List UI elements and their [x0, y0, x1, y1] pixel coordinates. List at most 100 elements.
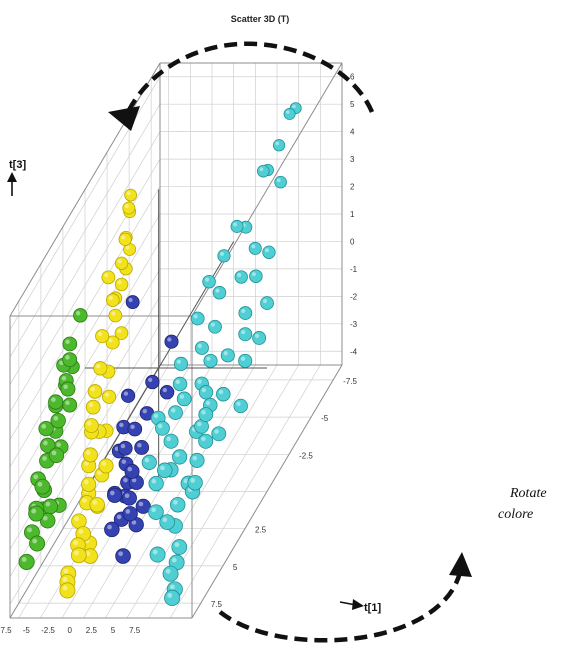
point-highlight	[215, 288, 220, 293]
x-axis-label: t[1]	[364, 602, 381, 614]
point-highlight	[42, 515, 48, 521]
point-highlight	[251, 272, 256, 277]
point-highlight	[116, 514, 122, 520]
y-tick-label: -7.5	[343, 377, 357, 386]
point-highlight	[131, 477, 137, 483]
point-highlight	[262, 298, 268, 304]
data-point	[233, 398, 248, 414]
point-highlight	[171, 408, 176, 413]
point-highlight	[78, 529, 84, 534]
data-point	[117, 440, 133, 456]
point-ball	[115, 548, 131, 564]
point-ball	[59, 582, 76, 599]
point-ball	[34, 478, 51, 495]
box-edge	[9, 62, 161, 317]
point-highlight	[107, 524, 112, 530]
point-highlight	[123, 391, 129, 396]
x-tick-label: 2.5	[86, 626, 98, 635]
data-points	[18, 102, 302, 606]
data-point	[248, 241, 262, 255]
point-ball	[172, 376, 188, 392]
point-highlight	[286, 110, 290, 114]
point-ball	[121, 490, 137, 506]
point-ball	[176, 391, 192, 407]
point-highlight	[88, 402, 94, 408]
point-highlight	[292, 104, 296, 109]
data-point	[163, 433, 179, 449]
point-ball	[82, 447, 98, 463]
data-point	[172, 449, 188, 465]
data-point	[141, 454, 157, 470]
point-ball	[155, 420, 170, 436]
data-point	[162, 565, 179, 582]
x-tick-label: 0	[67, 626, 72, 635]
z-tick-label: -4	[350, 347, 358, 356]
z-axis-label: t[3]	[9, 159, 26, 171]
point-ball	[217, 249, 231, 263]
point-highlight	[275, 141, 280, 146]
data-point	[62, 397, 78, 413]
point-ball	[162, 565, 179, 582]
point-ball	[252, 331, 267, 345]
data-point	[257, 164, 270, 178]
point-highlight	[85, 450, 91, 455]
point-highlight	[214, 429, 219, 434]
z-tick-label: -1	[350, 265, 358, 274]
point-ball	[220, 348, 235, 363]
point-highlight	[84, 479, 89, 485]
point-ball	[272, 139, 286, 152]
point-ball	[62, 397, 78, 413]
data-point	[249, 269, 263, 283]
data-point	[272, 139, 286, 152]
data-point	[105, 293, 120, 307]
point-ball	[164, 334, 179, 349]
point-ball	[18, 553, 35, 570]
data-point	[234, 270, 248, 284]
data-point	[42, 498, 59, 515]
point-highlight	[183, 478, 189, 484]
point-highlight	[51, 450, 57, 456]
z-tick-label: 0	[350, 237, 355, 246]
point-highlight	[218, 389, 224, 395]
point-highlight	[65, 400, 70, 406]
data-point	[198, 433, 214, 449]
point-highlight	[165, 568, 171, 574]
data-point	[134, 440, 150, 455]
data-point	[18, 553, 35, 570]
point-ball	[135, 498, 151, 514]
point-ball	[105, 293, 120, 307]
point-highlight	[108, 338, 113, 343]
point-highlight	[130, 424, 135, 430]
data-point	[120, 388, 136, 403]
point-highlight	[51, 397, 56, 402]
data-point	[148, 475, 164, 492]
point-highlight	[117, 328, 122, 334]
data-point	[149, 546, 166, 563]
z-tick-label: 3	[350, 155, 355, 164]
z-axis-arrow	[7, 172, 17, 196]
point-highlight	[73, 550, 79, 556]
data-point	[238, 306, 253, 320]
point-highlight	[126, 191, 131, 196]
data-point	[114, 326, 129, 340]
point-highlight	[32, 538, 38, 544]
point-highlight	[251, 244, 256, 249]
z-tick-label: 2	[350, 183, 355, 192]
z-tick-label: -2	[350, 292, 358, 301]
data-point	[211, 426, 227, 442]
point-ball	[203, 353, 218, 368]
caption-line-1: Rotate	[509, 486, 547, 501]
grid-line	[9, 213, 161, 468]
point-ball	[28, 505, 45, 522]
point-highlight	[119, 422, 124, 428]
data-point	[135, 498, 151, 514]
caption-line-2: colore	[498, 507, 533, 522]
data-point	[48, 447, 65, 464]
data-point	[115, 548, 131, 564]
data-point	[198, 385, 214, 400]
grid-line	[9, 158, 161, 413]
point-highlight	[233, 222, 238, 227]
rotate-arrow-top-icon	[108, 41, 375, 131]
data-point	[118, 232, 132, 246]
